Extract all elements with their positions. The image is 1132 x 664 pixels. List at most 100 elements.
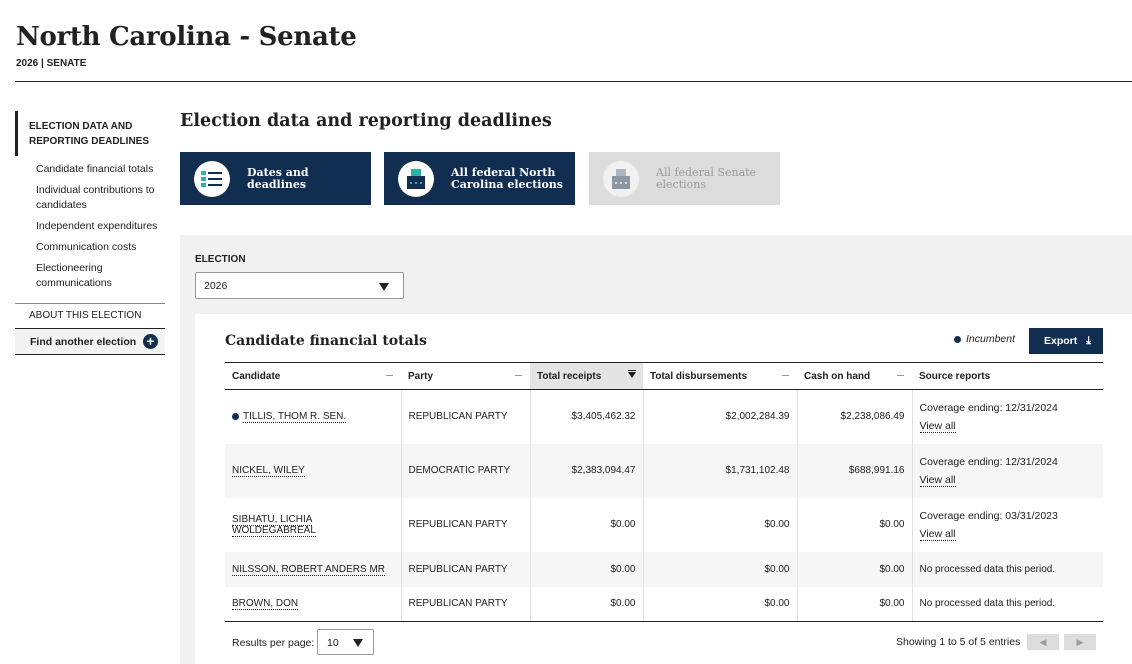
- candidate-cell: NILSSON, ROBERT ANDERS MR: [225, 551, 402, 587]
- candidate-link[interactable]: BROWN, DON: [232, 598, 299, 611]
- view-all-link[interactable]: View all: [919, 473, 956, 487]
- sidebar-item-communication-costs[interactable]: Communication costs: [36, 241, 137, 253]
- next-page-button[interactable]: ▶: [1064, 634, 1096, 650]
- source-cell: Coverage ending: 12/31/2024 View all: [912, 443, 1103, 498]
- cash-cell: $0.00: [797, 497, 913, 552]
- column-header-label: Candidate: [232, 370, 281, 382]
- incumbent-dot-icon: [954, 335, 961, 343]
- table-row: SIBHATU, LICHIA WOLDEGABREAL REPUBLICAN …: [225, 497, 1103, 552]
- incumbent-legend: Incumbent: [954, 333, 1015, 345]
- candidate-cell: BROWN, DON: [225, 586, 402, 622]
- receipts-cell: $0.00: [530, 551, 644, 587]
- ballot-box-icon: [398, 160, 434, 197]
- sidebar-item-about[interactable]: ABOUT THIS ELECTION: [29, 310, 142, 321]
- coverage-text: Coverage ending: 12/31/2024: [919, 401, 1058, 414]
- sort-descending-icon: [628, 370, 636, 378]
- table-row: NICKEL, WILEY DEMOCRATIC PARTY $2,383,09…: [225, 443, 1103, 498]
- export-button[interactable]: Export ⤓: [1029, 328, 1103, 354]
- sidebar: ELECTION DATA AND REPORTING DEADLINES Ca…: [15, 111, 165, 355]
- pagination-info: Showing 1 to 5 of 5 entries: [896, 636, 1021, 648]
- column-header-total-receipts[interactable]: Total receipts: [530, 362, 643, 390]
- previous-page-button[interactable]: ◀: [1027, 634, 1059, 650]
- column-header-cash-on-hand[interactable]: Cash on hand: [797, 362, 912, 390]
- disbursements-cell: $0.00: [643, 551, 798, 587]
- results-per-page-label: Results per page:: [232, 637, 315, 649]
- candidate-link[interactable]: SIBHATU, LICHIA WOLDEGABREAL: [232, 513, 316, 537]
- section-title: Election data and reporting deadlines: [180, 111, 552, 131]
- candidate-link[interactable]: NILSSON, ROBERT ANDERS MR: [232, 563, 385, 576]
- disbursements-cell: $2,002,284.39: [643, 389, 798, 444]
- column-header-label: Party: [408, 370, 434, 382]
- view-all-link[interactable]: View all: [919, 527, 956, 541]
- download-icon: ⤓: [1086, 334, 1092, 347]
- table-row: TILLIS, THOM R. SEN. REPUBLICAN PARTY $3…: [225, 389, 1103, 444]
- table-row: BROWN, DON REPUBLICAN PARTY $0.00 $0.00 …: [225, 586, 1103, 622]
- disbursements-cell: $0.00: [643, 586, 798, 622]
- sidebar-item-election-data[interactable]: ELECTION DATA AND REPORTING DEADLINES: [15, 111, 165, 156]
- cash-cell: $0.00: [797, 551, 913, 587]
- candidate-cell: TILLIS, THOM R. SEN.: [225, 389, 402, 444]
- disbursements-cell: $1,731,102.48: [643, 443, 798, 498]
- party-cell: DEMOCRATIC PARTY: [401, 443, 531, 498]
- candidate-link[interactable]: TILLIS, THOM R. SEN.: [243, 410, 347, 423]
- export-label: Export: [1044, 335, 1078, 347]
- plus-icon: +: [143, 334, 158, 349]
- receipts-cell: $2,383,094.47: [530, 443, 644, 498]
- dates-deadlines-tile[interactable]: Dates and deadlines: [180, 152, 371, 205]
- coverage-text: Coverage ending: 12/31/2024: [919, 455, 1058, 468]
- view-all-link[interactable]: View all: [919, 419, 956, 433]
- ballot-box-icon: [603, 160, 639, 197]
- column-header-total-disbursements[interactable]: Total disbursements: [643, 362, 797, 390]
- sidebar-item-candidate-financial-totals[interactable]: Candidate financial totals: [36, 163, 154, 175]
- previous-arrow-icon: ◀: [1039, 637, 1047, 647]
- checklist-icon: [194, 160, 230, 197]
- party-cell: REPUBLICAN PARTY: [401, 497, 531, 552]
- all-senate-elections-label: All federal Senate elections: [656, 165, 757, 191]
- candidate-totals-card: Candidate financial totals Incumbent Exp…: [195, 314, 1132, 664]
- title-divider: [15, 81, 1132, 82]
- column-header-label: Source reports: [919, 370, 991, 382]
- party-cell: REPUBLICAN PARTY: [401, 586, 531, 622]
- incumbent-legend-label: Incumbent: [966, 333, 1016, 345]
- sidebar-divider: [15, 303, 165, 304]
- election-select[interactable]: 2026: [195, 272, 404, 299]
- receipts-cell: $0.00: [530, 586, 644, 622]
- receipts-cell: $0.00: [530, 497, 644, 552]
- column-header-label: Cash on hand: [804, 370, 871, 382]
- all-nc-elections-tile[interactable]: All federal North Carolina elections: [384, 152, 575, 205]
- sort-icon: [386, 375, 393, 376]
- source-cell: No processed data this period.: [912, 551, 1103, 587]
- column-header-source-reports: Source reports: [912, 362, 1103, 390]
- cash-cell: $2,238,086.49: [797, 389, 913, 444]
- source-cell: No processed data this period.: [912, 586, 1103, 622]
- column-header-party[interactable]: Party: [401, 362, 530, 390]
- cash-cell: $0.00: [797, 586, 913, 622]
- column-header-label: Total receipts: [537, 370, 602, 382]
- sidebar-item-independent-expenditures[interactable]: Independent expenditures: [36, 220, 158, 232]
- dates-deadlines-label: Dates and deadlines: [247, 165, 309, 191]
- election-select-value: 2026: [204, 280, 228, 292]
- candidate-totals-table: Candidate Party Total receipts Total dis…: [225, 362, 1103, 622]
- disbursements-cell: $0.00: [643, 497, 798, 552]
- caret-down-icon: [379, 283, 389, 291]
- sort-icon: [782, 375, 789, 376]
- all-senate-elections-tile: All federal Senate elections: [589, 152, 780, 205]
- next-arrow-icon: ▶: [1076, 637, 1084, 647]
- page-subtitle: 2026 | SENATE: [16, 58, 87, 69]
- sidebar-item-electioneering[interactable]: Electioneering communications: [36, 262, 112, 289]
- sidebar-item-individual-contributions[interactable]: Individual contributions to candidates: [36, 184, 155, 211]
- cash-cell: $688,991.16: [797, 443, 913, 498]
- candidate-link[interactable]: NICKEL, WILEY: [232, 465, 305, 477]
- column-header-label: Total disbursements: [650, 370, 748, 382]
- source-cell: Coverage ending: 03/31/2023 View all: [912, 498, 1103, 552]
- find-another-election-button[interactable]: Find another election +: [15, 328, 165, 355]
- all-nc-elections-label: All federal North Carolina elections: [451, 165, 563, 191]
- incumbent-dot-icon: [232, 413, 239, 420]
- party-cell: REPUBLICAN PARTY: [401, 389, 531, 444]
- results-per-page-select[interactable]: 10: [317, 629, 374, 655]
- coverage-text: Coverage ending: 03/31/2023: [919, 509, 1058, 522]
- page-title: North Carolina - Senate: [16, 22, 357, 52]
- table-title: Candidate financial totals: [225, 333, 427, 349]
- column-header-candidate[interactable]: Candidate: [225, 362, 401, 390]
- source-cell: Coverage ending: 12/31/2024 View all: [912, 390, 1103, 444]
